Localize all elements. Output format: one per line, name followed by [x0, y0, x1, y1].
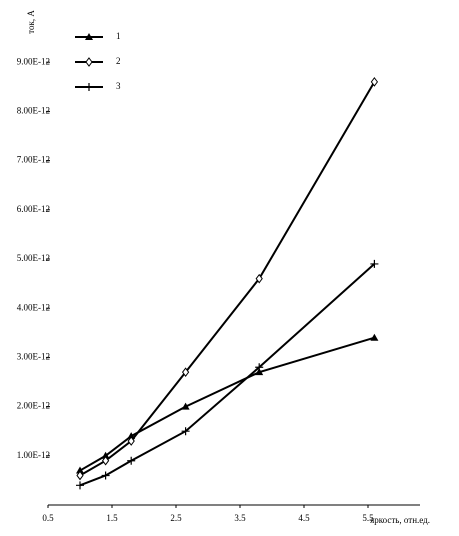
marker [101, 451, 110, 459]
y-tick-label: 3.00E-12 [17, 351, 50, 361]
marker [255, 273, 263, 284]
marker [127, 436, 135, 446]
y-tick-label: 1.00E-12 [17, 450, 50, 460]
marker [255, 363, 264, 372]
legend-marker [85, 57, 93, 67]
x-tick-label: 4.5 [298, 513, 310, 523]
marker [101, 455, 110, 466]
x-axis-label: яркость, отн.ед. [370, 515, 430, 525]
marker [181, 427, 190, 436]
y-tick-label: 6.00E-12 [17, 204, 50, 214]
x-tick-label: 1.5 [106, 513, 118, 523]
y-tick-label: 5.00E-12 [17, 253, 50, 263]
legend-label: 2 [116, 56, 121, 66]
marker [101, 471, 110, 480]
marker [370, 259, 379, 268]
legend-marker [85, 33, 93, 40]
y-axis-label: ток, А [26, 10, 36, 34]
marker [181, 402, 190, 410]
marker [255, 368, 264, 376]
marker [76, 466, 84, 474]
y-tick-label: 4.00E-12 [17, 302, 50, 312]
y-tick-label: 7.00E-12 [17, 155, 50, 165]
series-line [79, 336, 375, 472]
series-line [79, 81, 376, 477]
legend-label: 3 [116, 81, 121, 91]
x-tick-label: 5.5 [362, 513, 374, 523]
marker [76, 470, 84, 481]
y-tick-label: 9.00E-12 [17, 56, 50, 66]
series-line [79, 263, 376, 487]
marker [370, 333, 379, 341]
legend-label: 1 [116, 31, 121, 41]
marker [370, 77, 379, 87]
marker [181, 367, 190, 377]
x-tick-label: 3.5 [234, 513, 246, 523]
x-tick-label: 2.5 [170, 513, 182, 523]
marker [127, 456, 136, 465]
y-tick-label: 2.00E-12 [17, 401, 50, 411]
marker [76, 481, 84, 490]
y-tick-label: 8.00E-12 [17, 105, 50, 115]
legend-marker [85, 83, 93, 91]
x-tick-label: 0.5 [42, 513, 54, 523]
